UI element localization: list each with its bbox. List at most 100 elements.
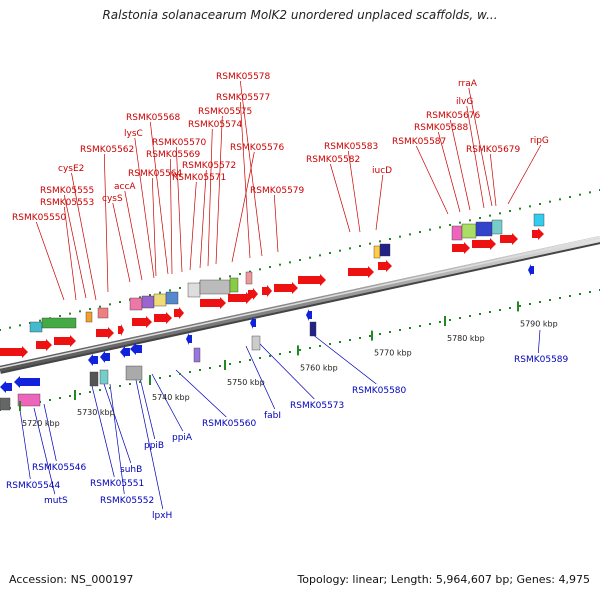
forward-gene[interactable] bbox=[174, 307, 184, 319]
forward-gene-label[interactable]: cysE2 bbox=[58, 164, 84, 174]
forward-gene-label[interactable]: RSMK05576 bbox=[230, 143, 285, 153]
forward-gene-label[interactable]: RSMK05587 bbox=[392, 137, 446, 147]
gene-block[interactable] bbox=[475, 221, 493, 237]
reverse-gene-label[interactable]: fabI bbox=[264, 411, 281, 421]
forward-gene[interactable] bbox=[298, 274, 326, 286]
reverse-gene-label[interactable]: RSMK05551 bbox=[90, 479, 144, 489]
gene-block[interactable] bbox=[153, 293, 167, 307]
gene-features[interactable] bbox=[0, 213, 545, 411]
gene-block[interactable] bbox=[199, 279, 231, 295]
forward-gene[interactable] bbox=[348, 266, 374, 278]
gene-block[interactable] bbox=[187, 282, 201, 298]
forward-gene[interactable] bbox=[228, 292, 252, 304]
forward-gene[interactable] bbox=[248, 288, 258, 300]
reverse-gene-label[interactable]: RSMK05589 bbox=[514, 355, 569, 365]
gene-block[interactable] bbox=[85, 311, 93, 323]
forward-gene-label[interactable]: ripG bbox=[530, 136, 549, 146]
gene-block[interactable] bbox=[491, 219, 503, 235]
forward-gene-label[interactable]: RSMK05568 bbox=[126, 113, 181, 123]
reverse-gene-label[interactable]: RSMK05580 bbox=[352, 386, 407, 396]
reverse-gene-label[interactable]: RSMK05560 bbox=[202, 419, 257, 429]
reverse-gene[interactable] bbox=[14, 376, 40, 388]
reverse-gene[interactable] bbox=[120, 346, 130, 358]
gene-block[interactable] bbox=[97, 307, 109, 319]
gene-block[interactable] bbox=[229, 277, 239, 293]
forward-gene-label[interactable]: lysC bbox=[124, 129, 143, 139]
reverse-gene[interactable] bbox=[250, 317, 256, 329]
forward-gene[interactable] bbox=[132, 316, 152, 328]
forward-gene-label[interactable]: RSMK05575 bbox=[198, 107, 252, 117]
reverse-gene-label[interactable]: lpxH bbox=[152, 511, 172, 521]
forward-gene-label[interactable]: RSMK05562 bbox=[80, 145, 134, 155]
forward-gene[interactable] bbox=[532, 228, 544, 240]
gene-block[interactable] bbox=[245, 271, 253, 285]
forward-gene-label[interactable]: RSMK05577 bbox=[216, 93, 270, 103]
gene-block[interactable] bbox=[193, 347, 201, 363]
forward-gene-label[interactable]: RSMK05582 bbox=[306, 155, 360, 165]
gene-block[interactable] bbox=[165, 291, 179, 305]
forward-gene-label[interactable]: iucD bbox=[372, 166, 392, 176]
forward-gene-label[interactable]: RSMK05571 bbox=[172, 173, 226, 183]
reverse-gene[interactable] bbox=[130, 343, 142, 355]
gene-block[interactable] bbox=[141, 295, 155, 309]
gene-block[interactable] bbox=[373, 245, 381, 259]
reverse-gene[interactable] bbox=[528, 264, 534, 276]
forward-gene[interactable] bbox=[0, 346, 28, 358]
forward-gene-label[interactable]: ilvG bbox=[456, 97, 473, 107]
gene-block[interactable] bbox=[251, 335, 261, 351]
forward-gene[interactable] bbox=[472, 238, 496, 250]
reverse-gene[interactable] bbox=[0, 381, 12, 393]
forward-gene[interactable] bbox=[200, 297, 226, 309]
reverse-gene-label[interactable]: ppiB bbox=[144, 441, 164, 451]
forward-gene-label[interactable]: RSMK05574 bbox=[188, 120, 243, 130]
gene-block[interactable] bbox=[99, 369, 109, 385]
gene-block[interactable] bbox=[129, 297, 143, 311]
forward-gene[interactable] bbox=[262, 285, 272, 297]
forward-gene-label[interactable]: cysS bbox=[102, 194, 123, 204]
gene-block[interactable] bbox=[29, 321, 43, 333]
gene-block[interactable] bbox=[17, 393, 41, 407]
forward-gene[interactable] bbox=[500, 233, 518, 245]
forward-gene[interactable] bbox=[154, 312, 172, 324]
forward-gene-label[interactable]: RSMK05676 bbox=[426, 111, 481, 121]
gene-block[interactable] bbox=[379, 243, 391, 257]
forward-gene-label[interactable]: RSMK05564 bbox=[128, 169, 183, 179]
forward-gene-label[interactable]: RSMK05583 bbox=[324, 142, 378, 152]
forward-gene-label[interactable]: RSMK05569 bbox=[146, 150, 201, 160]
gene-block[interactable] bbox=[451, 225, 463, 241]
forward-gene-label[interactable]: RSMK05572 bbox=[182, 161, 236, 171]
reverse-gene-label[interactable]: ppiA bbox=[172, 433, 193, 443]
forward-gene-label[interactable]: accA bbox=[114, 182, 136, 192]
forward-gene-label[interactable]: RSMK05570 bbox=[152, 138, 207, 148]
forward-gene-label[interactable]: RSMK05588 bbox=[414, 123, 469, 133]
forward-gene-label[interactable]: rraA bbox=[458, 79, 478, 89]
gene-block[interactable] bbox=[533, 213, 545, 227]
forward-gene[interactable] bbox=[118, 324, 124, 336]
reverse-gene[interactable] bbox=[306, 309, 312, 321]
forward-gene-label[interactable]: RSMK05679 bbox=[466, 145, 521, 155]
reverse-gene-label[interactable]: RSMK05546 bbox=[32, 463, 87, 473]
reverse-gene-label[interactable]: suhB bbox=[120, 465, 142, 475]
reverse-gene-label[interactable]: mutS bbox=[44, 496, 68, 506]
gene-block[interactable] bbox=[125, 365, 143, 381]
forward-gene[interactable] bbox=[452, 242, 470, 254]
gene-block[interactable] bbox=[461, 223, 477, 239]
forward-gene[interactable] bbox=[54, 335, 76, 347]
reverse-gene[interactable] bbox=[100, 351, 110, 363]
forward-gene[interactable] bbox=[36, 339, 52, 351]
forward-gene[interactable] bbox=[96, 327, 114, 339]
reverse-gene-label[interactable]: RSMK05573 bbox=[290, 401, 344, 411]
forward-gene-label[interactable]: RSMK05555 bbox=[40, 186, 94, 196]
gene-block[interactable] bbox=[0, 397, 11, 411]
reverse-gene-label[interactable]: RSMK05552 bbox=[100, 496, 154, 506]
reverse-gene[interactable] bbox=[186, 333, 192, 345]
gene-block[interactable] bbox=[309, 321, 317, 337]
gene-block[interactable] bbox=[89, 371, 99, 387]
reverse-gene-label[interactable]: RSMK05544 bbox=[6, 481, 61, 491]
forward-gene-label[interactable]: RSMK05553 bbox=[40, 198, 94, 208]
forward-gene-label[interactable]: RSMK05579 bbox=[250, 186, 305, 196]
forward-gene[interactable] bbox=[274, 282, 298, 294]
reverse-gene[interactable] bbox=[88, 354, 98, 366]
forward-gene-label[interactable]: RSMK05550 bbox=[12, 213, 67, 223]
